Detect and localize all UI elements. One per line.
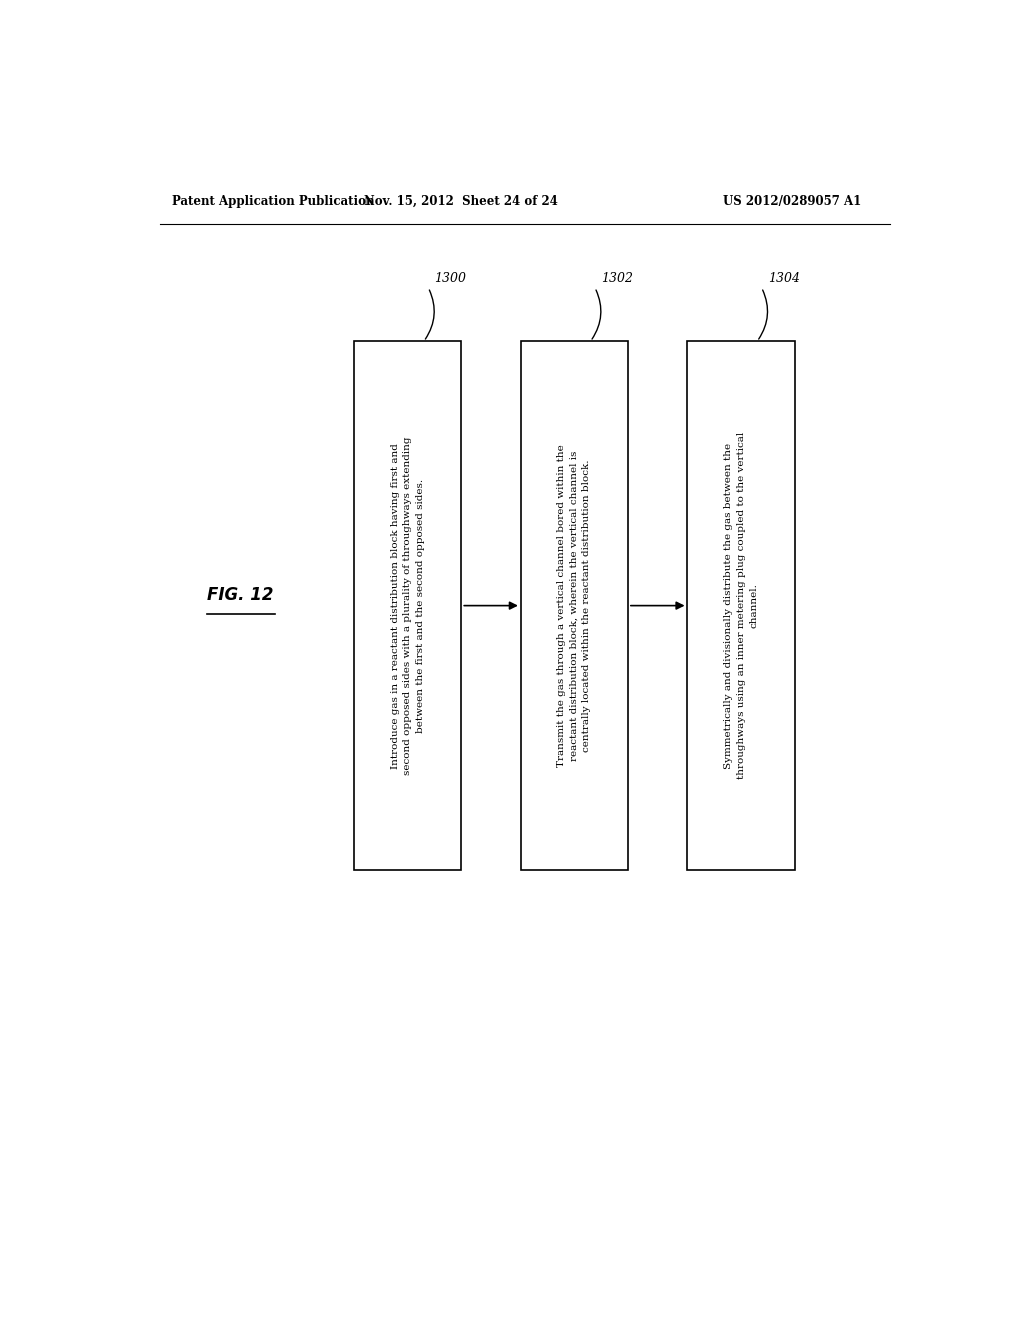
Text: Patent Application Publication: Patent Application Publication <box>172 194 374 207</box>
Text: Symmetrically and divisionally distribute the gas between the
throughways using : Symmetrically and divisionally distribut… <box>724 432 758 779</box>
Text: Nov. 15, 2012  Sheet 24 of 24: Nov. 15, 2012 Sheet 24 of 24 <box>365 194 558 207</box>
Text: Introduce gas in a reactant distribution block having first and
second opposed s: Introduce gas in a reactant distribution… <box>391 437 425 775</box>
Text: 1304: 1304 <box>768 272 800 285</box>
Text: FIG. 12: FIG. 12 <box>207 586 273 605</box>
Bar <box>687 342 795 870</box>
Text: 1302: 1302 <box>601 272 633 285</box>
Bar <box>354 342 461 870</box>
Text: 1300: 1300 <box>434 272 467 285</box>
Bar <box>521 342 628 870</box>
Text: Transmit the gas through a vertical channel bored within the
reactant distributi: Transmit the gas through a vertical chan… <box>557 445 592 767</box>
Text: US 2012/0289057 A1: US 2012/0289057 A1 <box>723 194 861 207</box>
